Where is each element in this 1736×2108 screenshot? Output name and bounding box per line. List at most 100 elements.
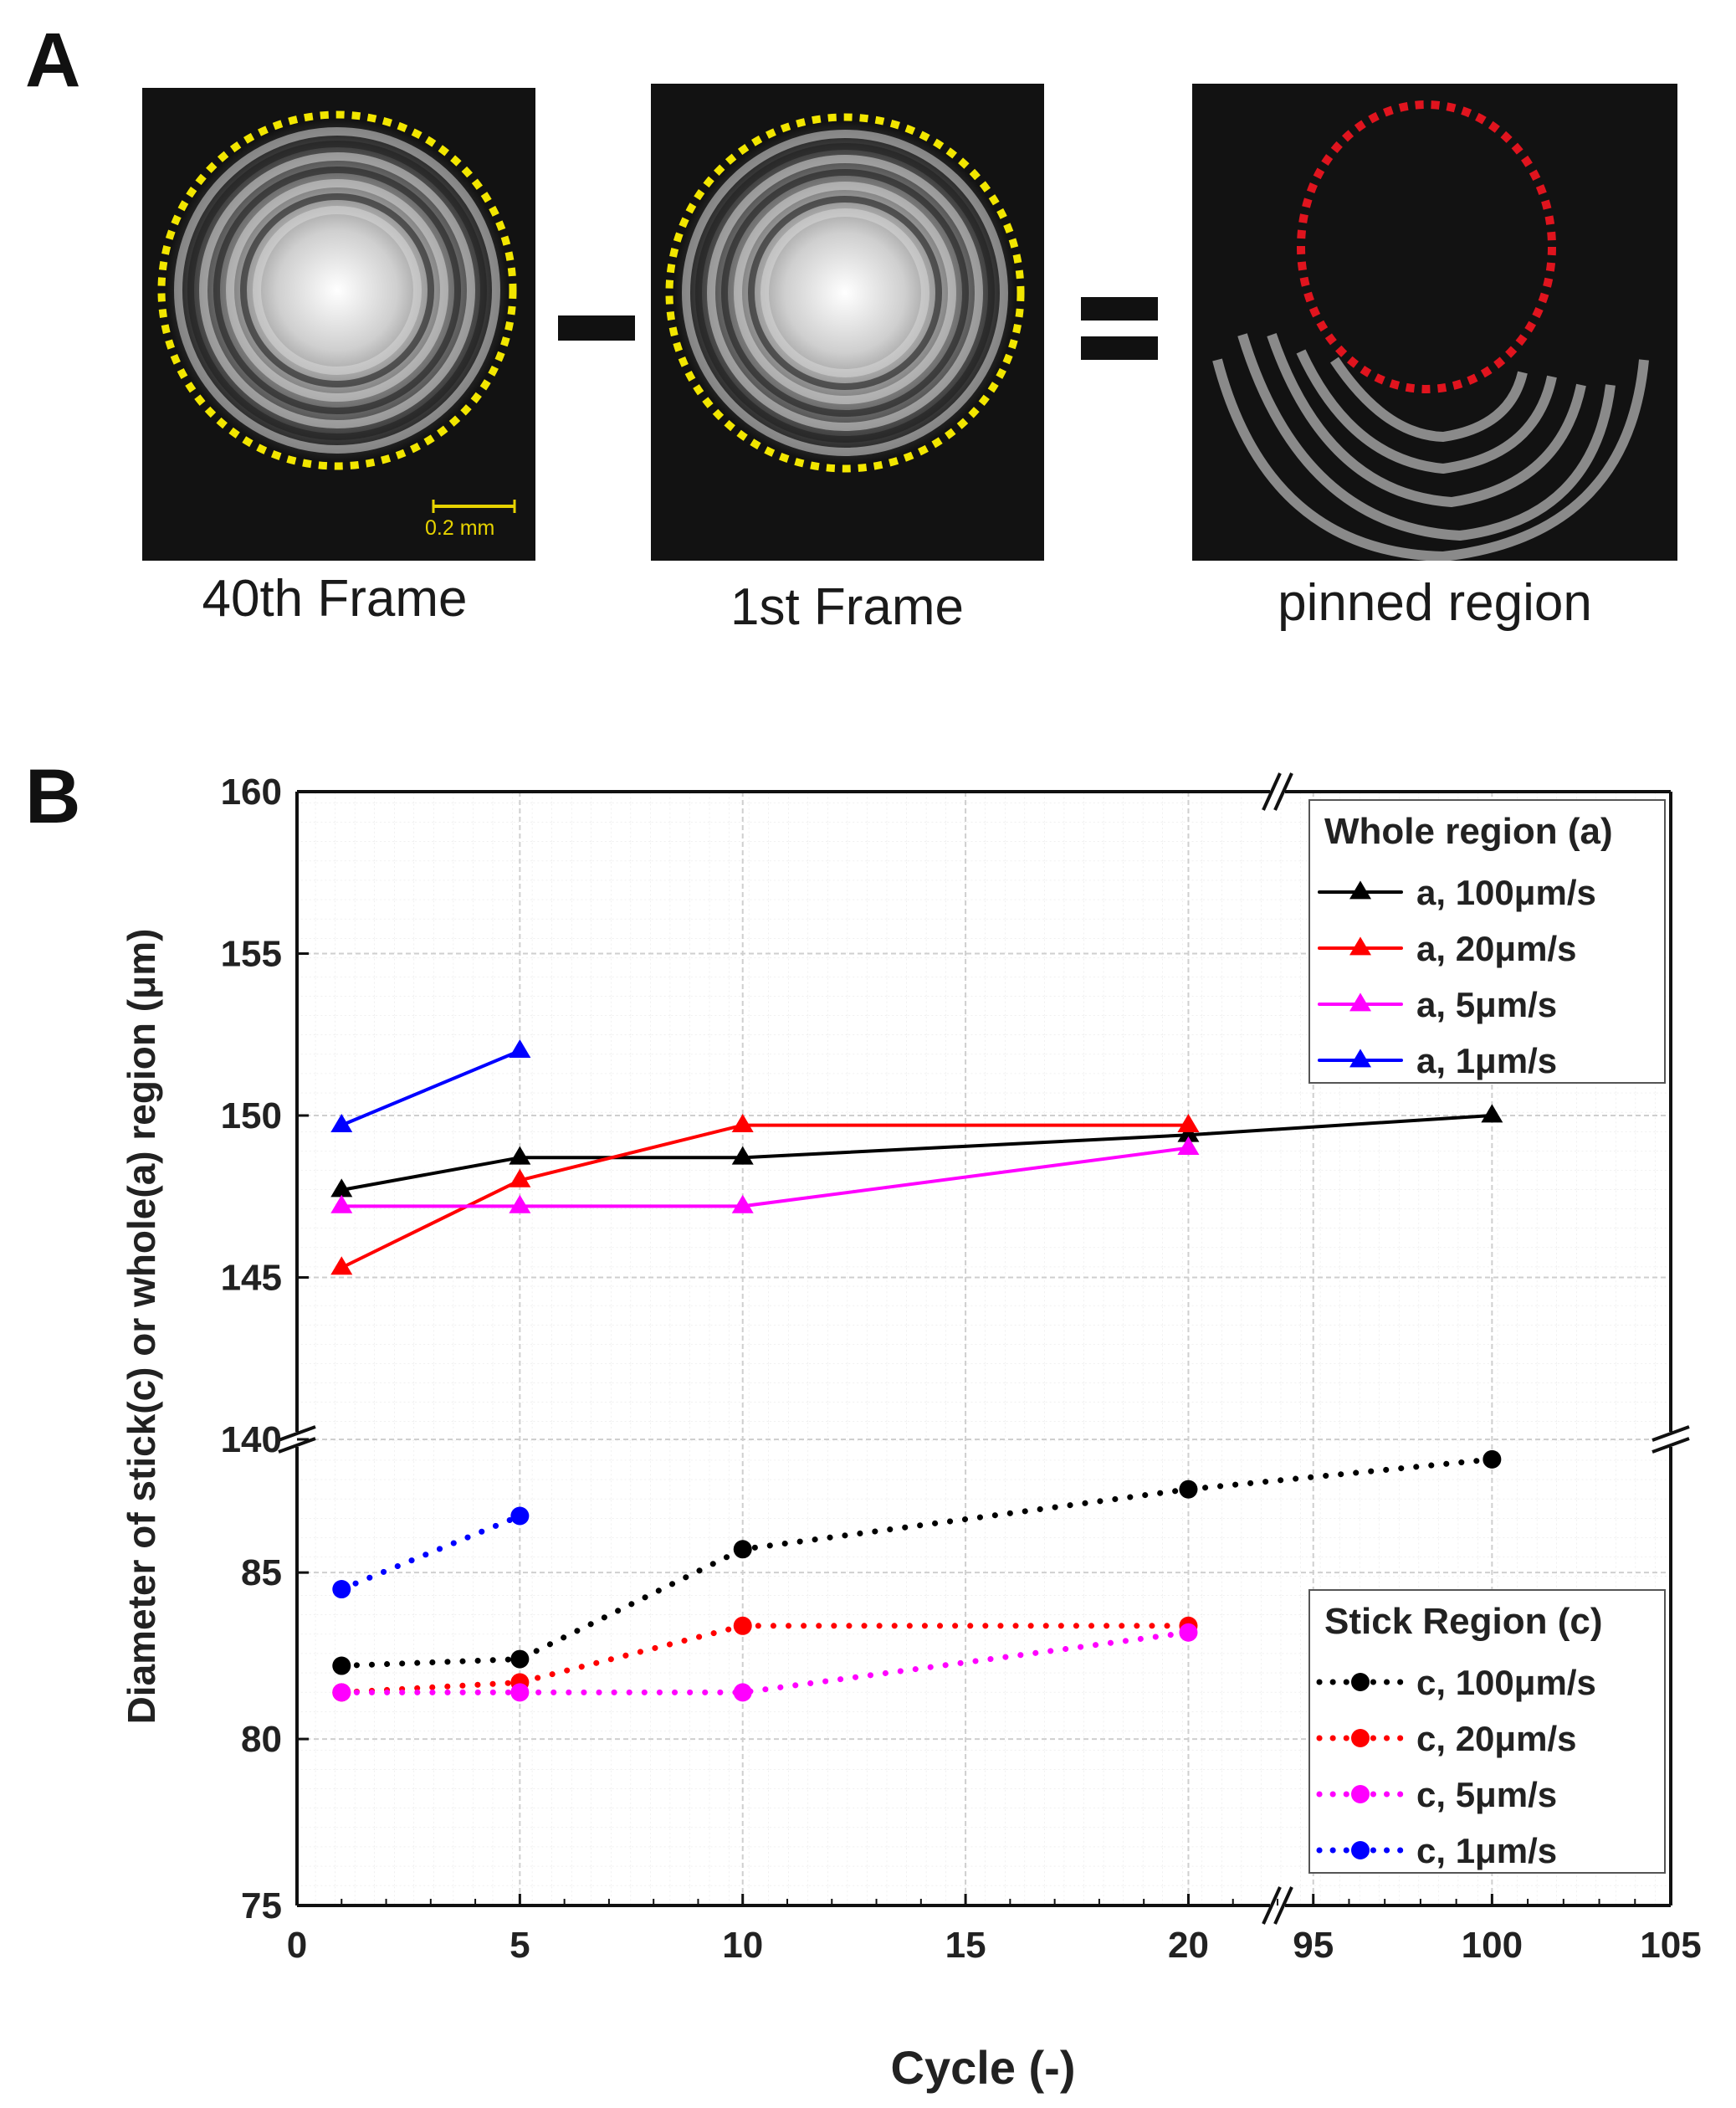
x-tick-label: 20 <box>1168 1925 1209 1966</box>
x-tick-label: 105 <box>1640 1925 1701 1966</box>
minus-icon <box>558 315 635 341</box>
frame-1st-image <box>651 84 1044 561</box>
residual-ring <box>1330 356 1528 443</box>
series-c-1-m-s <box>332 1506 530 1599</box>
legends: Whole region (a) a, 100μm/s a, 20μm/s a, 5μ… <box>1308 799 1666 1874</box>
series-group <box>330 1039 1503 1702</box>
data-point <box>1349 936 1371 956</box>
axes: 0 5 10 15 20 95 100 105 75 80 85 140 145 150 155 160 <box>221 772 1702 1966</box>
pinned-region-image <box>1192 84 1677 561</box>
frame-1st-caption: 1st Frame <box>730 578 965 636</box>
legend-entry-label: a, 20μm/s <box>1416 929 1576 968</box>
ring <box>682 130 1008 456</box>
y-tick-label: 145 <box>221 1258 282 1299</box>
panel-b-label: B <box>25 754 81 839</box>
legend-entry-label: c, 20μm/s <box>1416 1719 1576 1758</box>
data-point <box>509 1039 531 1058</box>
legend-box <box>1308 799 1666 1084</box>
ring <box>199 152 475 428</box>
data-point <box>330 1113 353 1132</box>
data-point <box>733 1616 752 1635</box>
whole-region-outline <box>665 113 1025 473</box>
data-point <box>1177 1136 1200 1156</box>
ring <box>226 179 448 402</box>
frame-40th-svg <box>157 110 517 513</box>
data-point <box>1177 1113 1200 1132</box>
frame-40th-image: 0.2 mm <box>142 88 535 561</box>
data-point <box>330 1178 353 1198</box>
y-break-right <box>1652 1425 1690 1454</box>
series-line <box>338 1623 1191 1695</box>
legend-entry-label: c, 100μm/s <box>1416 1663 1596 1702</box>
break-slash <box>1262 1886 1282 1925</box>
break-slash <box>1262 772 1282 811</box>
dark-ring <box>721 169 969 417</box>
series-a-5-m-s <box>330 1136 1200 1213</box>
pinned-region-outline <box>1297 100 1556 393</box>
data-point <box>731 1146 754 1165</box>
frame-40th-caption: 40th Frame <box>202 570 468 628</box>
data-point <box>1351 1785 1370 1803</box>
break-slash <box>1273 772 1293 811</box>
legend-box <box>1308 1589 1666 1874</box>
legend-entry-label: a, 1μm/s <box>1416 1041 1557 1080</box>
ring <box>760 208 929 377</box>
whole-region-outline <box>157 110 517 470</box>
series-line <box>338 1629 1191 1695</box>
x-axis-label: Cycle (-) <box>891 2041 1076 2094</box>
data-point <box>330 1256 353 1275</box>
data-point <box>1179 1623 1198 1642</box>
y-tick-label: 80 <box>241 1719 282 1760</box>
data-point <box>510 1649 530 1669</box>
equals-icon-bottom <box>1081 336 1158 360</box>
x-tick-label: 10 <box>722 1925 763 1966</box>
data-point <box>1351 1841 1370 1859</box>
panel-a-label: A <box>25 18 81 103</box>
residual-ring <box>1296 349 1557 474</box>
break-slash <box>278 1437 316 1454</box>
line-chart: 0 5 10 15 20 95 100 105 75 80 85 140 145 150 155 160 Wh… <box>120 772 1702 2094</box>
legend-entry-label: a, 5μm/s <box>1416 985 1557 1024</box>
x-break-top <box>1262 772 1293 811</box>
data-point <box>509 1194 531 1213</box>
legend-title: Whole region (a) <box>1324 811 1613 852</box>
data-point <box>332 1580 351 1599</box>
series-c-100-m-s <box>332 1449 1502 1675</box>
pinned-region-caption: pinned region <box>1278 574 1592 632</box>
series-line <box>340 1123 1191 1269</box>
dark-ring <box>213 167 461 414</box>
data-point <box>332 1683 351 1702</box>
data-point <box>1177 1123 1200 1142</box>
y-tick-label: 75 <box>241 1885 282 1926</box>
x-tick-label: 5 <box>510 1925 530 1966</box>
ring <box>707 155 983 431</box>
dark-ring <box>187 141 487 440</box>
data-point <box>509 1146 531 1165</box>
frame-1st-svg <box>665 113 1025 473</box>
legend-whole-region: Whole region (a) a, 100μm/s a, 20μm/s a, 5μ… <box>1308 799 1666 1084</box>
data-point <box>1349 1049 1371 1068</box>
break-slash <box>1652 1425 1690 1442</box>
data-point <box>1349 992 1371 1012</box>
x-tick-label: 15 <box>945 1925 986 1966</box>
series-a-100-m-s <box>330 1104 1503 1198</box>
legend-title: Stick Region (c) <box>1324 1601 1603 1642</box>
x-tick-label: 95 <box>1293 1925 1334 1966</box>
legend-entry-label: c, 1μm/s <box>1416 1831 1557 1870</box>
data-point <box>330 1194 353 1213</box>
series-a-1-m-s <box>330 1039 531 1132</box>
data-point <box>332 1656 351 1675</box>
pinned-region-svg <box>1212 100 1649 561</box>
break-slash <box>1652 1437 1690 1454</box>
break-slash <box>1273 1886 1293 1925</box>
data-point <box>731 1194 754 1213</box>
series-a-20-m-s <box>330 1113 1200 1275</box>
data-point <box>1351 1729 1370 1747</box>
y-tick-label: 150 <box>221 1095 282 1136</box>
y-tick-label: 85 <box>241 1552 282 1593</box>
data-point <box>731 1113 754 1132</box>
data-point <box>1179 1480 1198 1499</box>
ring <box>174 127 500 454</box>
ring <box>253 206 422 375</box>
data-point <box>1481 1104 1503 1123</box>
